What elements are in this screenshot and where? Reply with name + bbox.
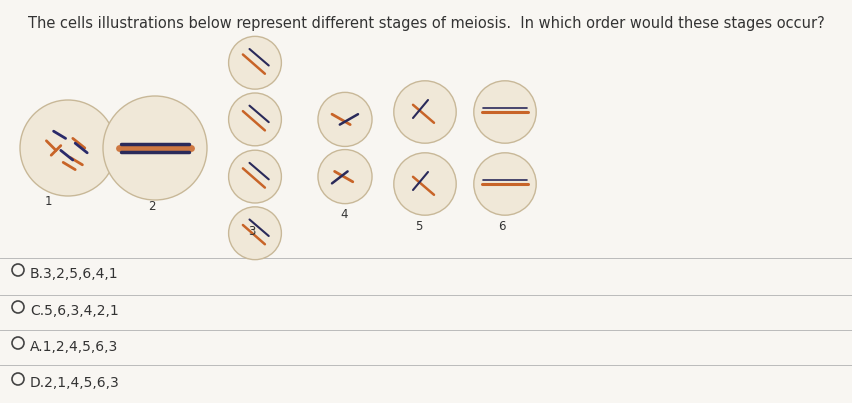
Text: 6: 6 <box>498 220 505 233</box>
Circle shape <box>228 207 281 260</box>
Text: 5: 5 <box>415 220 423 233</box>
Text: The cells illustrations below represent different stages of meiosis.  In which o: The cells illustrations below represent … <box>27 16 825 31</box>
Circle shape <box>318 92 372 146</box>
Circle shape <box>20 100 116 196</box>
Text: 1: 1 <box>45 195 53 208</box>
Circle shape <box>228 36 281 89</box>
Text: B.3,2,5,6,4,1: B.3,2,5,6,4,1 <box>30 267 118 281</box>
Text: 3: 3 <box>248 225 256 238</box>
Text: 4: 4 <box>340 208 348 221</box>
Circle shape <box>228 150 281 203</box>
Text: C.5,6,3,4,2,1: C.5,6,3,4,2,1 <box>30 304 118 318</box>
Circle shape <box>394 81 456 143</box>
Text: A.1,2,4,5,6,3: A.1,2,4,5,6,3 <box>30 340 118 354</box>
Circle shape <box>228 93 281 146</box>
Text: 2: 2 <box>148 200 156 213</box>
Text: D.2,1,4,5,6,3: D.2,1,4,5,6,3 <box>30 376 120 390</box>
Circle shape <box>103 96 207 200</box>
Circle shape <box>474 153 536 215</box>
Circle shape <box>474 81 536 143</box>
Circle shape <box>394 153 456 215</box>
Circle shape <box>318 150 372 204</box>
